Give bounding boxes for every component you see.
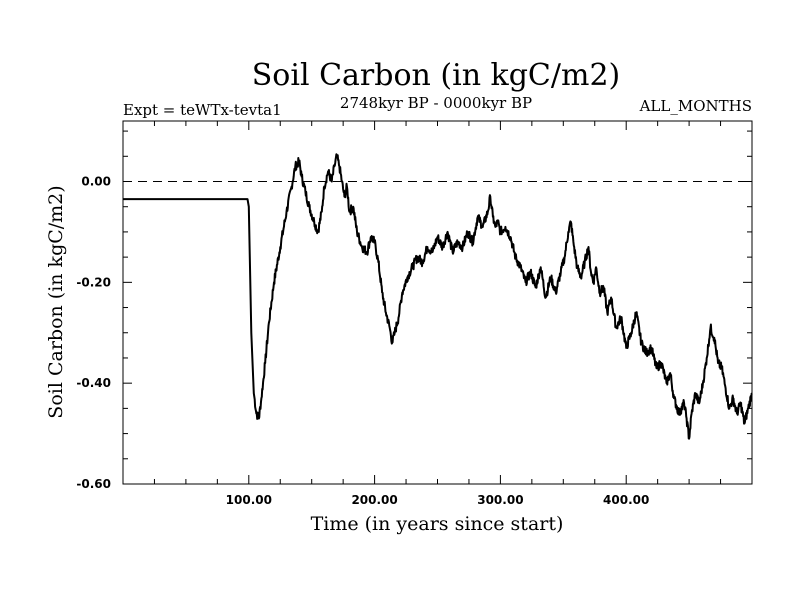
x-axis-title: Time (in years since start) xyxy=(311,513,564,535)
y-axis-title: Soil Carbon (in kgC/m2) xyxy=(45,185,67,418)
y-tick-label: 0.00 xyxy=(81,175,111,189)
series-line-soil-carbon xyxy=(123,153,753,440)
x-tick-label: 200.00 xyxy=(351,493,397,507)
chart-title: Soil Carbon (in kgC/m2) xyxy=(252,58,620,93)
axis-tick-labels: 100.00 200.00 300.00 400.00 0.00 -0.20 -0.40 -0… xyxy=(76,175,649,508)
chart-subtitle-center: 2748kyr BP - 0000kyr BP xyxy=(340,94,532,112)
x-tick-label: 400.00 xyxy=(603,493,649,507)
axis-ticks xyxy=(123,121,752,485)
chart-subtitle-right: ALL_MONTHS xyxy=(639,97,752,115)
y-tick-label: -0.60 xyxy=(76,477,111,491)
x-tick-label: 300.00 xyxy=(477,493,523,507)
chart-subtitle-left: Expt = teWTx-tevta1 xyxy=(123,101,282,119)
x-tick-label: 100.00 xyxy=(226,493,272,507)
y-tick-label: -0.20 xyxy=(76,275,111,289)
plot-frame xyxy=(122,120,753,485)
y-tick-label: -0.40 xyxy=(76,376,111,390)
